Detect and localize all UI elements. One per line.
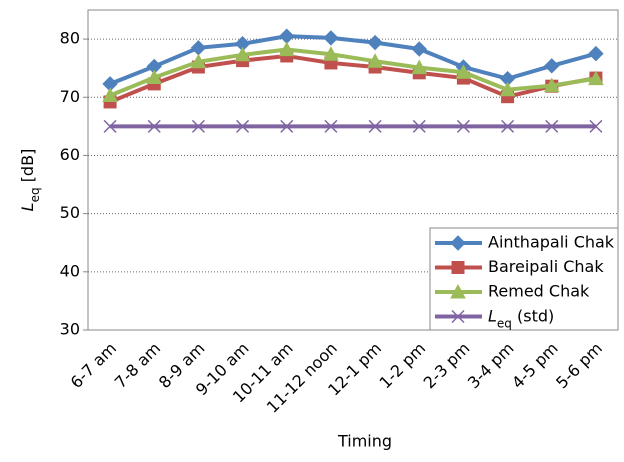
marker [323, 46, 339, 61]
legend-label: Bareipali Chak [488, 257, 604, 276]
marker [368, 119, 382, 133]
marker [190, 40, 207, 56]
x-tick-label: 5-6 pm [552, 339, 606, 393]
marker [499, 81, 516, 97]
marker [147, 119, 161, 133]
series-line [109, 34, 597, 86]
marker [544, 58, 560, 74]
marker [278, 41, 295, 57]
legend-marker [450, 235, 466, 251]
marker [367, 34, 383, 51]
marker [279, 28, 295, 44]
x-axis-title: Timing [337, 432, 392, 451]
series-line [109, 53, 597, 104]
plot-area [87, 9, 619, 331]
marker [234, 46, 251, 62]
marker [323, 30, 339, 46]
y-tick-label: 60 [60, 145, 80, 164]
legend-label: Leq (std) [488, 306, 554, 330]
x-tick-label: 7-8 am [111, 339, 164, 392]
marker [102, 87, 118, 103]
marker [588, 45, 604, 62]
legend-marker [451, 309, 465, 324]
marker [543, 77, 560, 93]
x-tick-label: 2-3 pm [420, 339, 474, 393]
y-tick-label: 80 [60, 29, 80, 48]
x-tick-label: 4-5 pm [508, 339, 562, 393]
marker [236, 119, 250, 133]
y-tick-label: 30 [60, 320, 80, 339]
legend-label: Remed Chak [488, 282, 590, 301]
legend-marker [451, 261, 465, 274]
marker [412, 119, 426, 133]
marker [367, 53, 383, 68]
marker [103, 119, 117, 133]
marker [324, 119, 338, 133]
marker [545, 119, 559, 133]
x-tick-label: 3-4 pm [464, 339, 518, 393]
series-line [109, 47, 597, 98]
marker [146, 69, 163, 84]
marker [280, 119, 294, 133]
x-tick-label: 6-7 am [67, 339, 120, 392]
y-tick-label: 40 [60, 261, 80, 280]
marker [411, 59, 428, 75]
marker [191, 119, 205, 133]
marker [501, 119, 515, 133]
y-tick-label: 70 [60, 87, 80, 106]
legend-marker [450, 283, 466, 299]
marker [411, 41, 427, 57]
y-tick-label: 50 [60, 203, 80, 222]
marker [456, 119, 470, 133]
legend-label: Ainthapali Chak [488, 233, 615, 252]
x-tick-label: 1-2 pm [376, 339, 430, 393]
marker [588, 70, 604, 86]
marker [455, 64, 472, 79]
y-axis-title: Leq [dB] [18, 149, 42, 212]
marker [190, 53, 207, 69]
marker [589, 119, 603, 133]
